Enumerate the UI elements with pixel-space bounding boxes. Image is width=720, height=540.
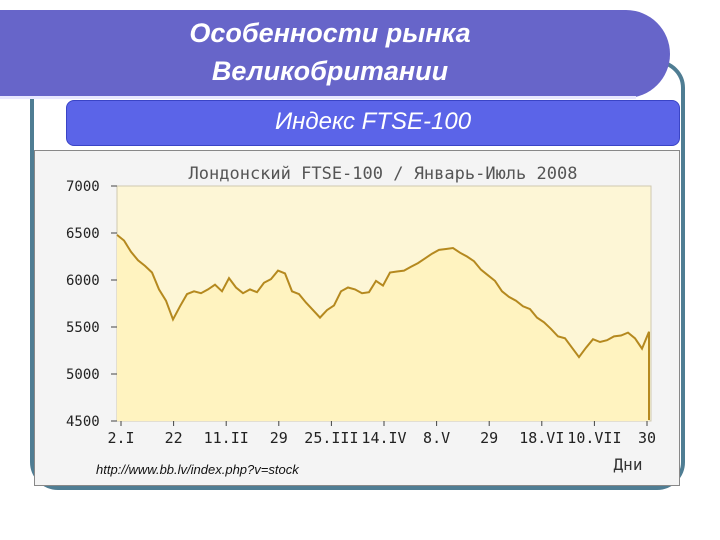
title-banner (0, 10, 670, 98)
y-tick-label: 4500 (66, 414, 100, 430)
y-tick-label: 6500 (66, 226, 100, 242)
chart-title: Лондонский FTSE-100 / Январь-Июль 2008 (189, 164, 578, 184)
title-underline (0, 96, 636, 99)
x-tick-label: 25.III (304, 429, 358, 447)
x-tick-label: 10.VII (567, 429, 621, 447)
x-tick-label: 30 (638, 429, 656, 447)
y-tick-label: 7000 (66, 179, 100, 195)
series-line-ftse100 (116, 234, 650, 420)
x-tick-label: 2.I (107, 429, 134, 447)
x-tick-label: 22 (165, 429, 183, 447)
slide-subtitle: Индекс FTSE-100 (274, 108, 472, 135)
x-axis: 2.I 22 11.II 29 25.III 14.IV 8.V 29 18.VI 10.VII 3… (107, 421, 656, 447)
subtitle-bar (66, 100, 680, 146)
slide-title: Особенности рынка Великобритании (0, 14, 660, 90)
y-tick-label: 5000 (66, 367, 100, 383)
y-tick-label: 6000 (66, 273, 100, 289)
title-line-2: Великобритании (211, 56, 449, 86)
x-tick-label: 11.II (204, 429, 249, 447)
y-axis: 7000 6500 6000 5500 5000 4500 (66, 179, 117, 430)
x-tick-label: 29 (480, 429, 498, 447)
x-tick-label: 29 (270, 429, 288, 447)
x-tick-label: 8.V (423, 429, 450, 447)
title-line-1: Особенности рынка (189, 18, 471, 48)
y-tick-label: 5500 (66, 320, 100, 336)
source-link[interactable]: http://www.bb.lv/index.php?v=stock (96, 462, 299, 477)
series-area (117, 234, 649, 421)
x-tick-label: 14.IV (361, 429, 406, 447)
x-axis-label: Дни (614, 455, 643, 474)
x-tick-label: 18.VI (519, 429, 564, 447)
